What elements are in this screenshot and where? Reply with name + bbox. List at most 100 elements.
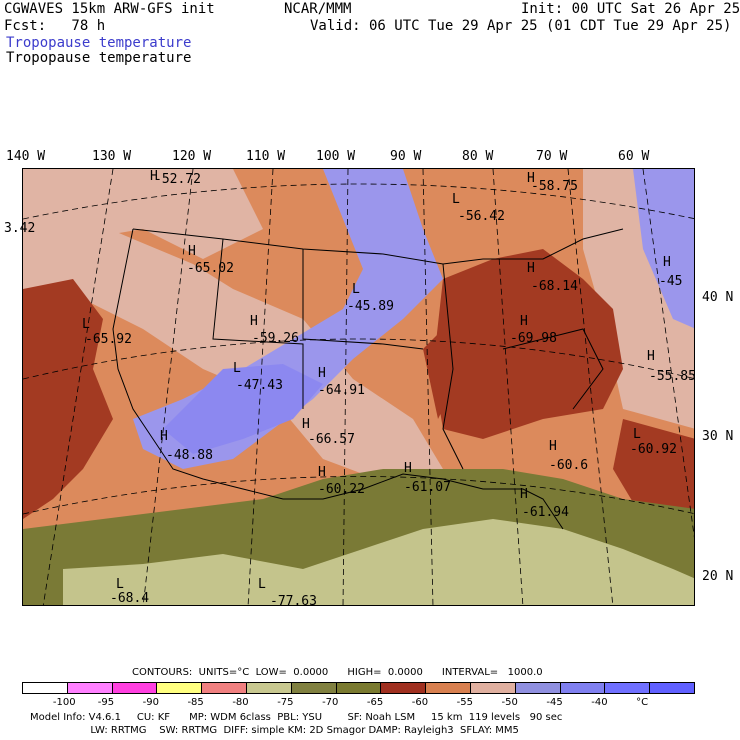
contour-value-label: -77.63 [270,594,317,609]
pressure-center-mark: H [527,171,535,186]
model-title: CGWAVES 15km ARW-GFS init [4,1,215,17]
colorbar-swatch [67,683,113,693]
pink-region [23,209,443,489]
colorbar-tick-label: -70 [322,697,339,708]
colorbar-swatch [336,683,382,693]
political-boundaries [112,228,624,530]
pressure-center-mark: L [352,282,360,297]
colorbar-tick-label: -75 [277,697,294,708]
pressure-center-mark: H [318,465,326,480]
colorbar-swatch [202,683,247,693]
contour-value-label: -68.14 [531,279,578,294]
model-info-line1: Model Info: V4.6.1 CU: KF MP: WDM 6class… [30,712,563,723]
colorbar-swatch [23,683,68,693]
colorbar-tick-label: °C [636,697,649,708]
lon-label: 130 W [92,149,132,164]
contour-value-label: -59.26 [252,331,299,346]
lon-label: 70 W [536,149,568,164]
pressure-center-mark: H [647,349,655,364]
pressure-center-mark: H [318,366,326,381]
lon-label: 80 W [462,149,494,164]
colorbar-swatch [157,683,203,693]
pressure-center-mark: H [160,429,168,444]
colorbar-swatch [650,683,694,693]
contour-value-label: -47.43 [236,378,283,393]
darkred-region [423,329,453,419]
colorbar-swatch [515,683,561,693]
lon-label: 120 W [172,149,212,164]
model-info-line2: LW: RRTMG SW: RRTMG DIFF: simple KM: 2D … [30,725,519,736]
lat-label: 40 N [702,290,734,305]
map-canvas [23,169,694,605]
contour-value-label: -61.07 [404,480,451,495]
contour-value-label: -60.92 [630,442,677,457]
contour-value-label: -68.4 [110,591,150,606]
contour-value-label: -58.75 [531,179,578,194]
blue-region [163,364,323,454]
forecast-hour: Fcst: 78 h [4,18,106,34]
contours-info: CONTOURS: UNITS=°C LOW= 0.0000 HIGH= 0.0… [132,667,543,678]
colorbar-swatch [381,683,427,693]
valid-time: Valid: 06 UTC Tue 29 Apr 25 (01 CDT Tue … [310,18,732,34]
colorbar-swatch [470,683,516,693]
lon-label: 110 W [246,149,286,164]
lon-label: 140 W [6,149,46,164]
contour-value-label: -60.22 [318,482,365,497]
contour-value-label: -65.02 [187,261,234,276]
colorbar-swatch [605,683,651,693]
khaki-region [63,519,694,605]
lon-label: 90 W [390,149,422,164]
contour-value-label: -61.94 [522,505,569,520]
colorbar-swatch [426,683,471,693]
graticule [23,169,694,605]
contour-value-label: -64.91 [318,383,365,398]
contour-value-label: -48.88 [166,448,213,463]
org-label: NCAR/MMM [284,1,352,17]
colorbar-tick-label: -90 [142,697,159,708]
pink-region [583,169,694,429]
colorbar-tick-label: -50 [501,697,518,708]
pressure-center-mark: H [520,314,528,329]
colorbar-tick-label: -85 [187,697,204,708]
pressure-center-mark: H [527,261,535,276]
field-title: Tropopause temperature [6,50,192,66]
pressure-center-mark: H [404,461,412,476]
contour-value-label: -69.98 [510,331,557,346]
contour-value-label: 3.42 [4,221,36,236]
lon-label: 60 W [618,149,650,164]
colorbar-tick-label: -60 [411,697,429,708]
darkred-region [23,279,113,519]
darkred-region [433,249,623,439]
pressure-center-mark: L [233,361,241,376]
pressure-center-mark: H [250,314,258,329]
contour-value-label: -65.92 [85,332,132,347]
colorbar-tick-label: -40 [591,697,608,708]
contour-value-label: -66.57 [308,432,355,447]
contour-value-label: -52.72 [154,172,201,187]
pressure-center-mark: L [82,317,90,332]
pressure-center-mark: L [258,577,266,592]
contour-value-label: -45.89 [347,299,394,314]
colorbar [22,682,695,694]
colorbar-tick-label: -45 [546,697,563,708]
pressure-center-mark: H [549,439,557,454]
pressure-center-mark: L [452,192,460,207]
lon-label: 100 W [316,149,356,164]
init-time: Init: 00 UTC Sat 26 Apr 25 [521,1,740,17]
pressure-center-mark: H [520,487,528,502]
contour-value-label: -45 [659,274,683,289]
colorbar-swatch [560,683,606,693]
lat-label: 30 N [702,429,734,444]
tropopause-temperature-map [22,168,695,606]
lat-label: 20 N [702,569,734,584]
pressure-center-mark: H [302,417,310,432]
pressure-center-mark: H [663,255,671,270]
pressure-center-mark: L [633,427,641,442]
pressure-center-mark: H [188,244,196,259]
contour-value-label: -55.85 [649,369,696,384]
colorbar-tick-label: -80 [232,697,249,708]
colorbar-tick-label: -65 [366,697,384,708]
colorbar-tick-label: -95 [97,697,115,708]
colorbar-swatch [112,683,158,693]
colorbar-tick-label: -100 [52,697,76,708]
